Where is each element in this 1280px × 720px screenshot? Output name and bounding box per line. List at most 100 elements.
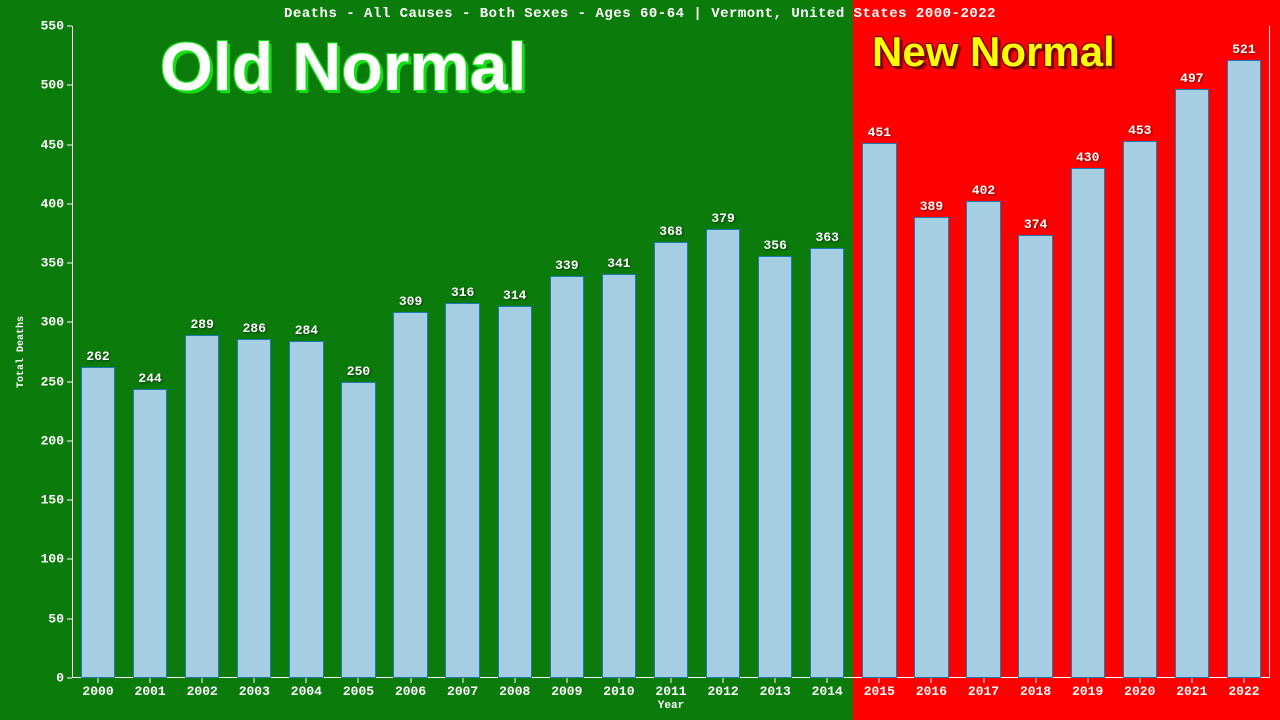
bar-value-label: 286: [243, 321, 266, 336]
bar-value-label: 250: [347, 364, 370, 379]
y-tick-label: 50: [32, 611, 64, 626]
y-tick-label: 400: [32, 196, 64, 211]
y-tick-mark: [67, 26, 72, 27]
y-tick-mark: [67, 678, 72, 679]
y-tick-mark: [67, 618, 72, 619]
bar-value-label: 284: [295, 323, 318, 338]
y-tick-mark: [67, 500, 72, 501]
x-tick-mark: [618, 678, 619, 683]
x-tick-mark: [879, 678, 880, 683]
x-tick-label: 2010: [603, 684, 634, 699]
x-tick-mark: [254, 678, 255, 683]
x-tick-label: 2001: [135, 684, 166, 699]
y-tick-label: 350: [32, 256, 64, 271]
x-tick-mark: [514, 678, 515, 683]
bar-value-label: 356: [763, 238, 786, 253]
y-tick-label: 200: [32, 433, 64, 448]
bar: [1123, 141, 1157, 678]
bar-value-label: 309: [399, 294, 422, 309]
y-tick-label: 100: [32, 552, 64, 567]
bar: [341, 382, 375, 678]
bar: [393, 312, 427, 678]
x-tick-label: 2003: [239, 684, 270, 699]
x-tick-mark: [358, 678, 359, 683]
y-axis-title: Total Deaths: [16, 316, 27, 388]
y-tick-mark: [67, 203, 72, 204]
bar-value-label: 289: [191, 317, 214, 332]
bar: [1227, 60, 1261, 678]
x-tick-label: 2012: [707, 684, 738, 699]
x-tick-label: 2002: [187, 684, 218, 699]
bar: [133, 389, 167, 678]
bar: [445, 303, 479, 678]
x-tick-mark: [306, 678, 307, 683]
x-tick-label: 2008: [499, 684, 530, 699]
x-tick-mark: [98, 678, 99, 683]
y-tick-label: 300: [32, 315, 64, 330]
x-tick-mark: [150, 678, 151, 683]
bar: [602, 274, 636, 678]
bar: [1018, 235, 1052, 678]
x-tick-label: 2017: [968, 684, 999, 699]
y-tick-mark: [67, 440, 72, 441]
x-tick-mark: [827, 678, 828, 683]
bar: [1175, 89, 1209, 678]
y-tick-mark: [67, 322, 72, 323]
bar-value-label: 379: [711, 211, 734, 226]
x-axis-title: Year: [72, 700, 1270, 712]
y-tick-mark: [67, 144, 72, 145]
y-tick-label: 550: [32, 19, 64, 34]
x-tick-label: 2009: [551, 684, 582, 699]
bar: [706, 229, 740, 678]
bar: [654, 242, 688, 678]
bar: [289, 341, 323, 678]
x-tick-label: 2020: [1124, 684, 1155, 699]
bar-value-label: 363: [816, 230, 839, 245]
x-tick-mark: [1191, 678, 1192, 683]
bar: [758, 256, 792, 678]
bar-value-label: 430: [1076, 150, 1099, 165]
x-tick-mark: [983, 678, 984, 683]
x-tick-label: 2016: [916, 684, 947, 699]
bar: [862, 143, 896, 678]
x-tick-label: 2015: [864, 684, 895, 699]
x-tick-label: 2007: [447, 684, 478, 699]
x-tick-label: 2021: [1176, 684, 1207, 699]
y-tick-label: 450: [32, 137, 64, 152]
x-tick-mark: [931, 678, 932, 683]
x-tick-mark: [566, 678, 567, 683]
bar-value-label: 368: [659, 224, 682, 239]
x-tick-label: 2006: [395, 684, 426, 699]
chart-title: Deaths - All Causes - Both Sexes - Ages …: [0, 6, 1280, 22]
bar: [185, 335, 219, 678]
bar: [810, 248, 844, 678]
bar-value-label: 451: [868, 125, 891, 140]
x-tick-mark: [1035, 678, 1036, 683]
bar: [81, 367, 115, 678]
y-tick-label: 150: [32, 493, 64, 508]
x-tick-mark: [1139, 678, 1140, 683]
x-tick-mark: [202, 678, 203, 683]
x-tick-mark: [410, 678, 411, 683]
x-tick-label: 2011: [655, 684, 686, 699]
x-tick-mark: [1243, 678, 1244, 683]
x-tick-label: 2019: [1072, 684, 1103, 699]
bar-value-label: 453: [1128, 123, 1151, 138]
bar: [966, 201, 1000, 678]
y-axis-line: [72, 26, 73, 678]
bar: [237, 339, 271, 678]
y-axis-line-right: [1269, 26, 1270, 678]
y-tick-mark: [67, 85, 72, 86]
bar: [914, 217, 948, 678]
y-tick-mark: [67, 381, 72, 382]
x-tick-label: 2014: [812, 684, 843, 699]
x-tick-label: 2004: [291, 684, 322, 699]
bar-value-label: 497: [1180, 71, 1203, 86]
bar: [498, 306, 532, 678]
x-tick-label: 2013: [760, 684, 791, 699]
x-tick-label: 2005: [343, 684, 374, 699]
x-tick-label: 2022: [1228, 684, 1259, 699]
bar: [550, 276, 584, 678]
bar-value-label: 316: [451, 285, 474, 300]
bar-value-label: 341: [607, 256, 630, 271]
